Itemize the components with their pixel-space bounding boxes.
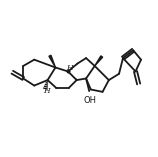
Text: H: H bbox=[43, 87, 50, 95]
Text: OH: OH bbox=[83, 96, 97, 105]
Text: H: H bbox=[66, 64, 73, 72]
Polygon shape bbox=[95, 56, 103, 66]
Polygon shape bbox=[49, 55, 55, 68]
